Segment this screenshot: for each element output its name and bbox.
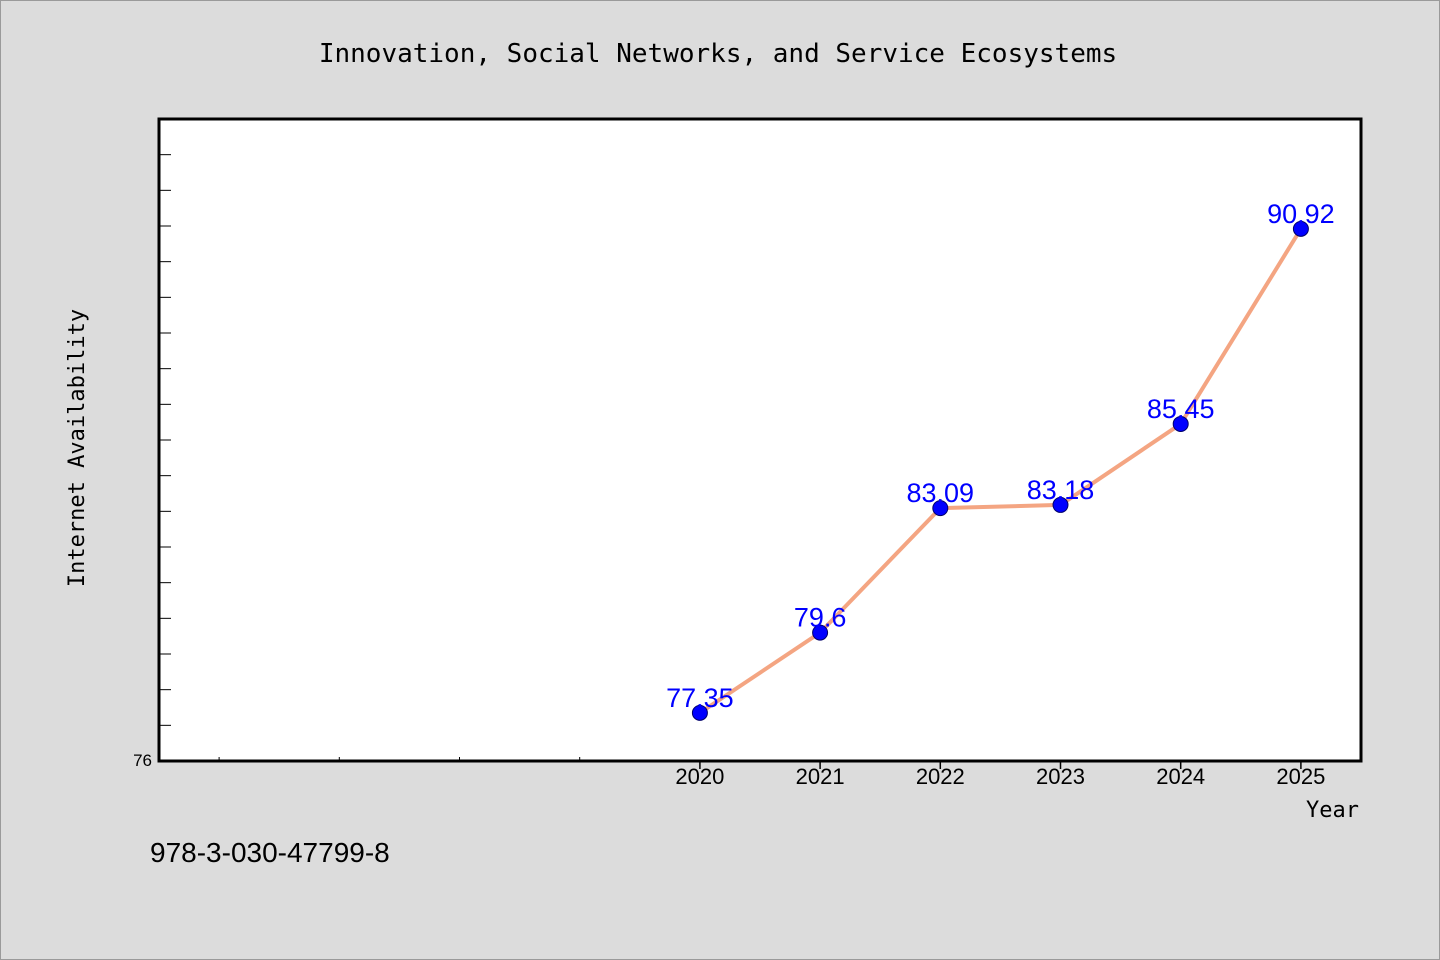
data-label: 77.35 <box>666 683 734 713</box>
data-label: 85.45 <box>1147 394 1215 424</box>
data-labels-layer: 77.35 79.6 83.09 83.18 85.45 90.92 <box>666 199 1335 713</box>
y-axis-label: Internet Availability <box>65 309 90 587</box>
data-point <box>1292 220 1309 237</box>
footnote-isbn: 978-3-030-47799-8 <box>150 837 390 868</box>
data-label: 90.92 <box>1267 199 1335 229</box>
x-tick-label: 2024 <box>1156 764 1205 789</box>
y-axis-ticks <box>159 154 171 726</box>
data-label: 83.18 <box>1027 475 1095 505</box>
data-point <box>932 500 949 517</box>
plot-area <box>157 117 1363 763</box>
x-axis-minor-ticks <box>218 757 581 761</box>
series-layer <box>691 220 1309 721</box>
chart-title: Innovation, Social Networks, and Service… <box>319 39 1117 69</box>
x-tick-label: 2021 <box>796 764 845 789</box>
x-tick-label: 2022 <box>916 764 965 789</box>
y-tick-label: 76 <box>133 751 152 770</box>
data-label: 79.6 <box>794 603 847 633</box>
data-point <box>812 624 829 641</box>
data-point <box>1172 415 1189 432</box>
data-label: 83.09 <box>907 478 975 508</box>
x-tick-label: 2020 <box>675 764 724 789</box>
data-point <box>691 704 708 721</box>
x-axis-ticks: 2020 2021 2022 2023 2024 2025 <box>675 761 1325 789</box>
x-tick-label: 2025 <box>1276 764 1325 789</box>
x-axis-label: Year <box>1306 798 1359 823</box>
x-tick-label: 2023 <box>1036 764 1085 789</box>
data-point <box>1052 496 1069 513</box>
series-line <box>698 227 1303 715</box>
